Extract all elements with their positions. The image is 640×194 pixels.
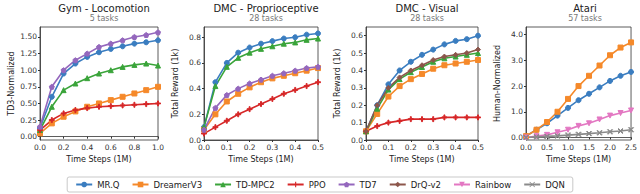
svg-text:0.4: 0.4 (81, 143, 93, 152)
svg-text:0.6: 0.6 (105, 143, 117, 152)
svg-text:0.5: 0.5 (541, 143, 553, 152)
svg-text:0.0: 0.0 (198, 143, 210, 152)
svg-text:0.5: 0.5 (472, 143, 484, 152)
svg-text:57 tasks: 57 tasks (568, 14, 602, 23)
svg-text:5 tasks: 5 tasks (90, 14, 119, 23)
svg-text:0.6: 0.6 (189, 58, 201, 67)
svg-text:Time Steps (1M): Time Steps (1M) (545, 155, 611, 164)
svg-text:Gym - Locomotion: Gym - Locomotion (58, 3, 150, 14)
svg-text:0.4: 0.4 (450, 143, 462, 152)
svg-text:28 tasks: 28 tasks (410, 14, 444, 23)
svg-text:0.2: 0.2 (244, 143, 256, 152)
svg-text:0.4: 0.4 (351, 66, 363, 75)
svg-text:1.00: 1.00 (20, 66, 37, 75)
svg-text:DQN: DQN (545, 180, 565, 190)
svg-text:Time Steps (1M): Time Steps (1M) (65, 155, 131, 164)
svg-text:0.2: 0.2 (58, 143, 70, 152)
svg-text:0.3: 0.3 (266, 143, 278, 152)
svg-text:2.0: 2.0 (604, 143, 616, 152)
svg-text:0.25: 0.25 (20, 116, 37, 125)
svg-text:DMC - Proprioceptive: DMC - Proprioceptive (213, 3, 318, 14)
svg-text:Atari: Atari (573, 3, 597, 14)
svg-text:28 tasks: 28 tasks (249, 14, 283, 23)
svg-text:1.5: 1.5 (583, 143, 595, 152)
svg-text:2.5: 2.5 (625, 143, 637, 152)
svg-text:0.3: 0.3 (427, 143, 439, 152)
svg-text:2.0: 2.0 (511, 82, 523, 91)
svg-text:PPO: PPO (309, 180, 326, 190)
svg-text:TD7: TD7 (359, 180, 377, 190)
svg-text:0.0: 0.0 (34, 143, 46, 152)
svg-text:0.3: 0.3 (351, 83, 363, 92)
svg-text:Time Steps (1M): Time Steps (1M) (388, 155, 454, 164)
svg-text:Rainbow: Rainbow (475, 180, 511, 190)
svg-text:DrQ-v2: DrQ-v2 (411, 180, 441, 190)
svg-text:MR.Q: MR.Q (97, 180, 120, 190)
svg-text:1.50: 1.50 (20, 32, 37, 41)
svg-text:TD3-Normalized: TD3-Normalized (7, 51, 16, 116)
svg-text:TD-MPC2: TD-MPC2 (235, 180, 275, 190)
svg-text:Time Steps (1M): Time Steps (1M) (227, 155, 293, 164)
svg-text:0.5: 0.5 (312, 143, 324, 152)
svg-text:0.8: 0.8 (189, 33, 201, 42)
svg-text:1.25: 1.25 (20, 49, 37, 58)
svg-text:1.0: 1.0 (152, 143, 164, 152)
svg-text:Total Reward (1k): Total Reward (1k) (333, 49, 342, 120)
svg-text:0.0: 0.0 (189, 135, 201, 145)
svg-text:1.0: 1.0 (511, 107, 523, 116)
svg-text:DreamerV3: DreamerV3 (154, 180, 203, 190)
svg-text:Human-Normalized: Human-Normalized (493, 45, 502, 122)
svg-text:0.4: 0.4 (189, 84, 201, 93)
svg-text:0.0: 0.0 (360, 143, 372, 152)
svg-text:0.2: 0.2 (189, 110, 201, 119)
svg-text:0.50: 0.50 (20, 99, 37, 108)
svg-text:0.2: 0.2 (351, 101, 363, 110)
svg-text:0.5: 0.5 (351, 49, 363, 58)
svg-text:0.00: 0.00 (20, 132, 37, 141)
svg-text:0.6: 0.6 (351, 31, 363, 40)
svg-text:3.0: 3.0 (511, 56, 523, 65)
svg-text:Total Reward (1k): Total Reward (1k) (171, 49, 180, 120)
svg-text:4.0: 4.0 (511, 30, 523, 39)
svg-text:1.0: 1.0 (562, 143, 574, 152)
svg-text:0.1: 0.1 (351, 118, 363, 127)
svg-text:0.0: 0.0 (351, 135, 363, 145)
svg-text:0.75: 0.75 (20, 82, 37, 91)
svg-text:0.8: 0.8 (128, 143, 140, 152)
svg-text:0.0: 0.0 (520, 143, 532, 152)
svg-text:0.1: 0.1 (221, 143, 233, 152)
svg-text:0.1: 0.1 (382, 143, 394, 152)
svg-text:DMC - Visual: DMC - Visual (395, 3, 458, 14)
svg-text:0.0: 0.0 (511, 133, 523, 142)
svg-text:0.2: 0.2 (405, 143, 417, 152)
svg-text:0.4: 0.4 (289, 143, 301, 152)
